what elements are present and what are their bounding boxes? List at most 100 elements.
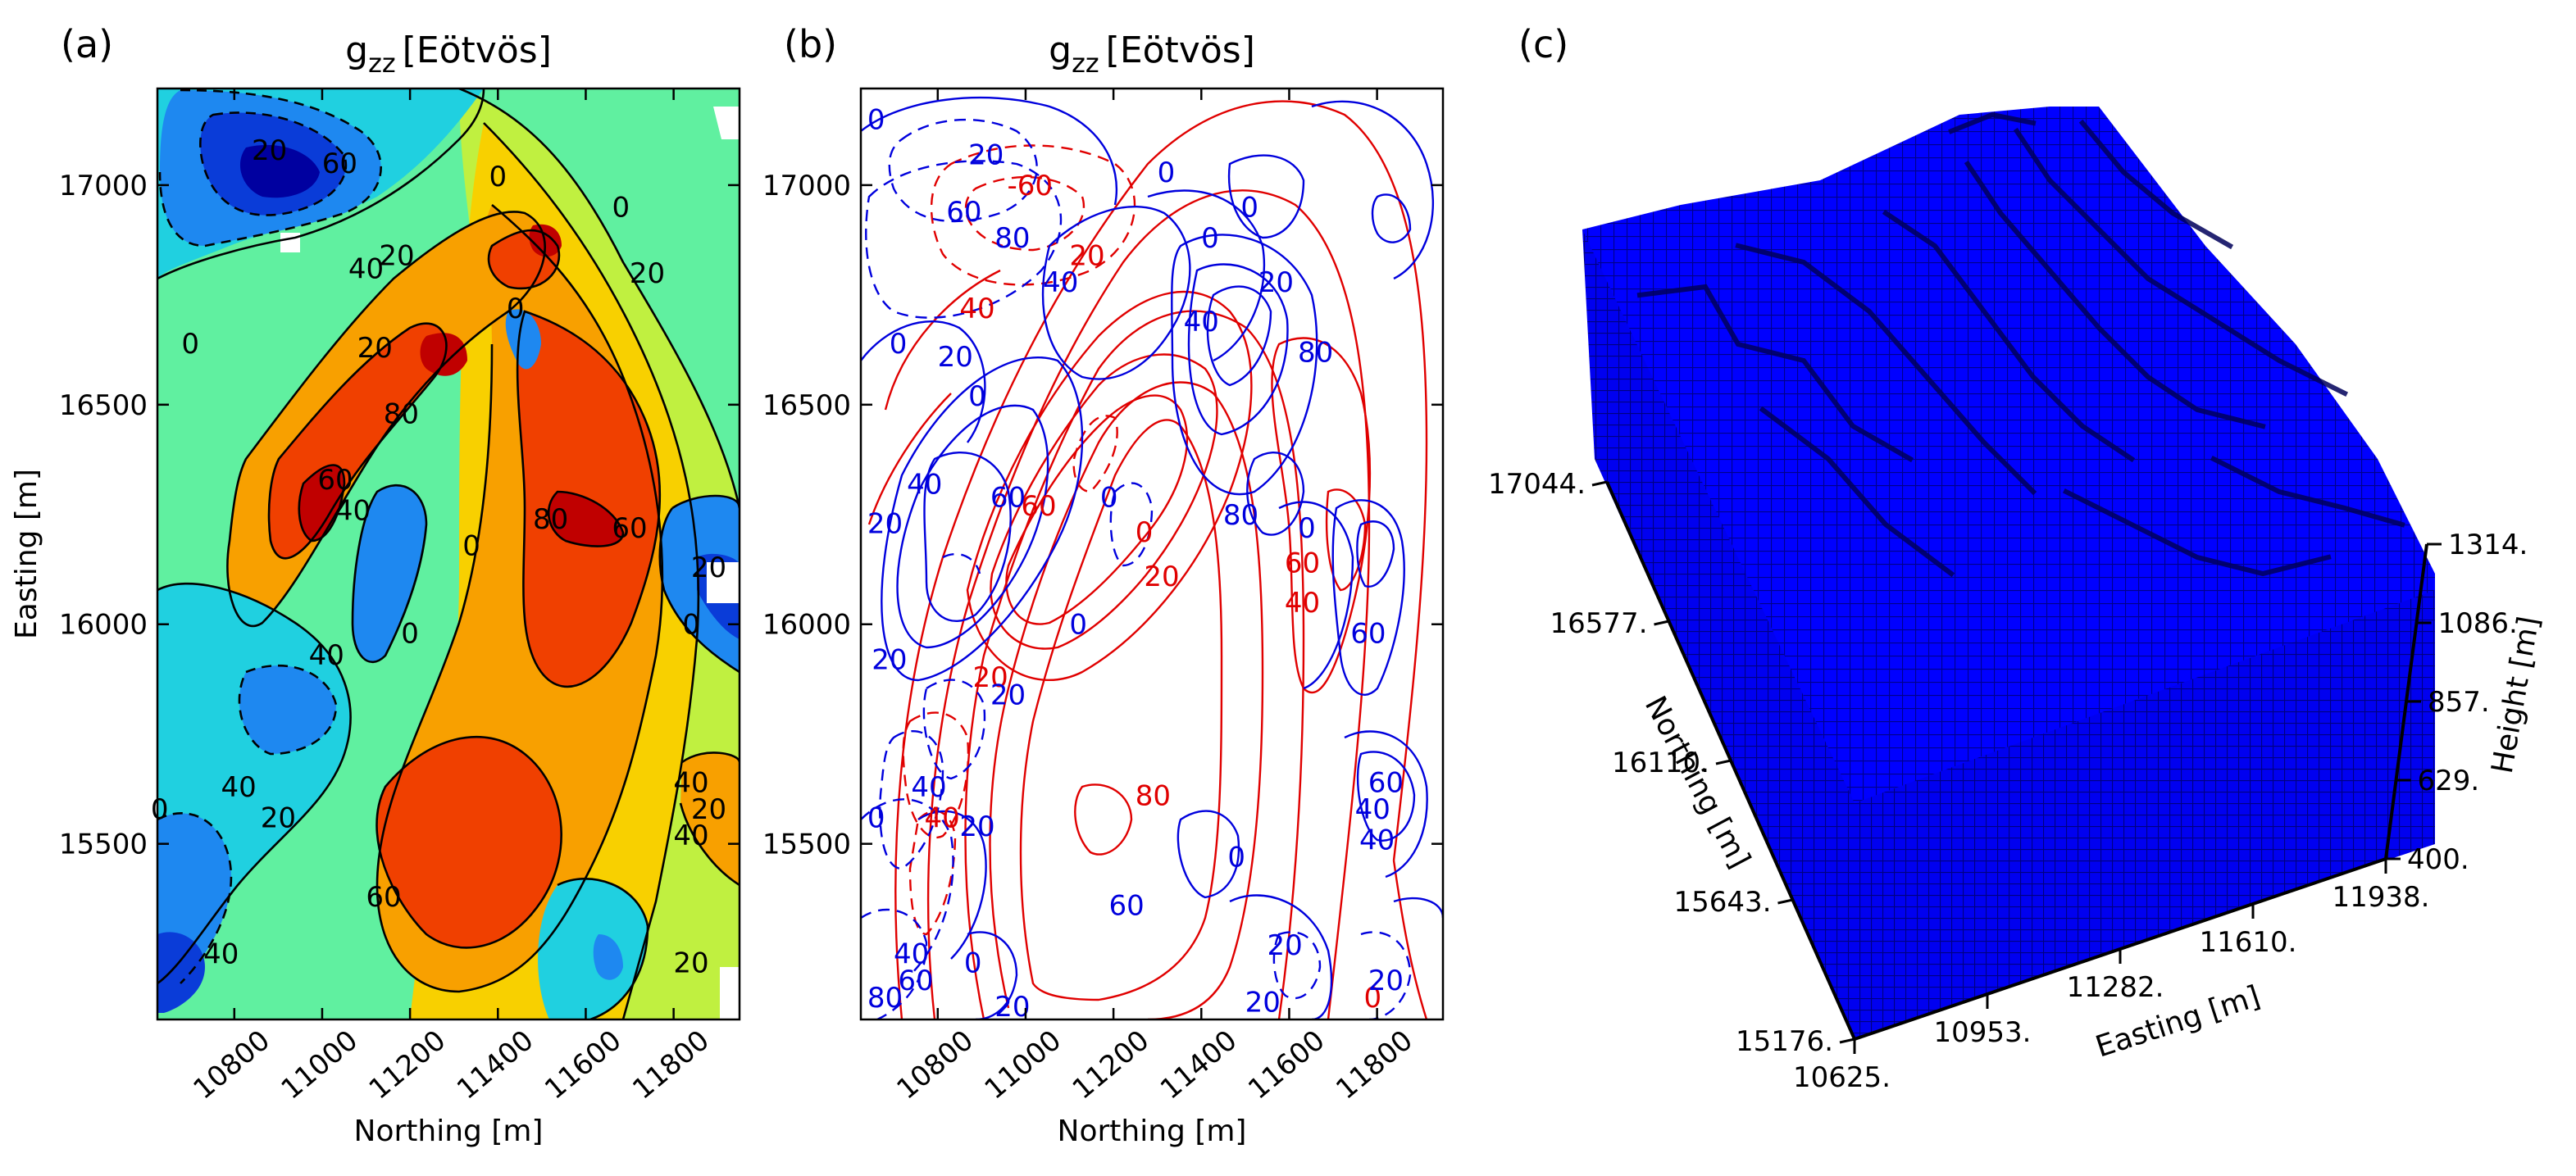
contour-label: 40 <box>1184 306 1219 338</box>
contour-label: 20 <box>630 257 665 290</box>
relief-step <box>1759 406 1955 578</box>
contour-line <box>487 229 561 290</box>
contour-label: 40 <box>1043 266 1078 299</box>
contour-label: 20 <box>691 552 726 584</box>
model-front-face <box>1855 590 2435 1038</box>
contour-label: 20 <box>1069 240 1104 273</box>
contour-label: 0 <box>1227 842 1245 874</box>
contour-line <box>1187 263 1289 436</box>
contour-label: 0 <box>181 328 199 361</box>
height-tick-label: 629. <box>2418 765 2480 797</box>
contour-label: 0 <box>867 802 885 835</box>
contour-label: 40 <box>673 820 708 852</box>
contour-line <box>861 908 928 1019</box>
contour-line <box>1392 860 1428 1019</box>
contour-line <box>458 89 740 509</box>
contour-line <box>881 356 1084 682</box>
contour-fill-blue-se <box>593 934 623 980</box>
contour-line <box>896 404 1049 649</box>
contour-label: 40 <box>1285 587 1320 620</box>
contour-line <box>1271 337 1372 694</box>
contour-line <box>902 711 970 839</box>
contour-label: 20 <box>872 644 907 677</box>
contour-fill-darkred-east <box>548 492 623 547</box>
y-tick-label: 16000 <box>59 609 148 642</box>
contour-label: 0 <box>890 328 908 361</box>
northing-tick-mark <box>1654 620 1669 626</box>
x-tick-label: 11200 <box>363 1024 453 1106</box>
contour-line <box>1147 189 1266 362</box>
contour-line <box>964 175 1085 252</box>
contour-fill-navy-nw <box>239 144 320 198</box>
contour-label: 40 <box>894 938 929 971</box>
contour-line <box>351 484 428 664</box>
northing-tick-label: 15643. <box>1674 886 1772 919</box>
contour-fill-orange-se <box>680 752 740 885</box>
contour-label: 0 <box>1363 982 1381 1015</box>
y-tick-label: 17000 <box>59 170 148 202</box>
contour-line <box>1176 810 1240 899</box>
contour-line <box>267 322 448 560</box>
easting-tick-label: 11282. <box>2067 971 2164 1004</box>
contour-label: 20 <box>252 134 287 167</box>
contour-line <box>861 798 954 976</box>
contour-label: 0 <box>1201 222 1219 255</box>
contour-line <box>557 878 649 1019</box>
contour-label: 40 <box>203 938 239 971</box>
relief-step <box>1882 209 2136 463</box>
contour-line <box>967 931 1018 1019</box>
contour-fill-gap-east <box>707 562 740 603</box>
contour-label: 20 <box>1267 929 1302 962</box>
contour-line <box>483 122 700 1019</box>
contour-label: 40 <box>959 293 994 325</box>
model-top-face <box>1582 107 2435 803</box>
contour-line <box>861 320 986 443</box>
contour-line <box>238 664 338 756</box>
contour-line <box>158 89 382 247</box>
contour-label: 40 <box>924 802 959 835</box>
contour-label: 80 <box>1136 780 1171 813</box>
contour-label: 40 <box>907 468 942 501</box>
panel-b-contour-lines <box>861 96 1443 1019</box>
contour-label: 60 <box>1350 617 1386 650</box>
contour-label: 0 <box>1158 157 1176 189</box>
contour-label: 40 <box>1355 793 1390 826</box>
contour-label: 60 <box>1368 767 1404 800</box>
northing-tick-mark <box>1839 1038 1855 1044</box>
northing-tick-label: 16577. <box>1550 607 1648 640</box>
contour-label: 40 <box>309 639 344 672</box>
contour-label: 80 <box>384 398 419 431</box>
contour-label: 0 <box>151 793 169 826</box>
contour-label: 0 <box>507 293 525 325</box>
contour-fill-blue-mid2 <box>505 309 541 370</box>
contour-line <box>930 144 1136 286</box>
panel-b-xlabel: Northing [m] <box>1058 1115 1247 1148</box>
contour-line <box>658 507 740 674</box>
height-tick-label: 1314. <box>2448 529 2528 561</box>
panel-c-3d-model: 17044. 16577. 16110. 15643. 15176.10625. 1095… <box>1488 107 2546 1094</box>
contour-label: 40 <box>335 494 371 527</box>
contour-label: 0 <box>867 104 885 137</box>
relief-step <box>1964 160 2266 429</box>
x-tick-label: 11800 <box>1330 1024 1419 1106</box>
contour-fill-gap-se <box>720 967 740 1019</box>
model-left-face <box>1582 229 1855 1038</box>
contour-line <box>226 211 546 628</box>
contour-label: 20 <box>994 991 1030 1024</box>
contour-line <box>867 269 1001 525</box>
x-tick-label: 11400 <box>451 1024 540 1106</box>
contour-line <box>1019 419 1223 1001</box>
x-tick-label: 10800 <box>187 1024 276 1106</box>
northing-tick-label: 17044. <box>1488 468 1586 501</box>
contour-label: 20 <box>1368 965 1404 997</box>
contour-label: 20 <box>379 240 414 273</box>
contour-label: 20 <box>867 507 903 540</box>
contour-label: 60 <box>1021 490 1056 523</box>
contour-line <box>964 310 1305 1019</box>
northing-tick-mark <box>1591 480 1608 487</box>
contour-label: 0 <box>1069 609 1087 642</box>
